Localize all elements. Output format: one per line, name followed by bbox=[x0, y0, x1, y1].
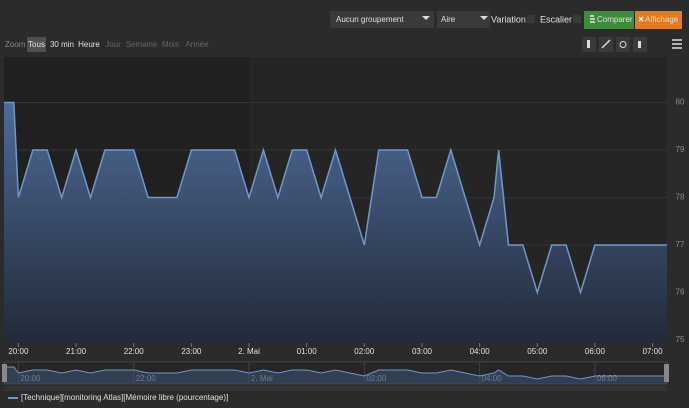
x-tick-label: 02:00 bbox=[354, 347, 375, 356]
area-fill bbox=[4, 102, 667, 343]
variation-label: Variation bbox=[491, 14, 526, 24]
y-tick-label: 75 bbox=[676, 335, 685, 344]
tool-button[interactable] bbox=[616, 37, 630, 52]
x-tick-label: 2. Mai bbox=[238, 347, 260, 356]
series-line bbox=[4, 101, 667, 296]
x-tick-label: 03:00 bbox=[412, 347, 433, 356]
y-tick-label: 79 bbox=[676, 145, 685, 154]
grouping-select[interactable] bbox=[330, 11, 434, 28]
variation-checkbox[interactable] bbox=[527, 15, 535, 23]
x-tick-label: 01:00 bbox=[297, 347, 318, 356]
dropdown-arrow bbox=[422, 16, 430, 20]
y-tick-label: 76 bbox=[676, 288, 685, 297]
toolbar: Aucun groupement Aire Variation Escalier… bbox=[330, 11, 682, 29]
navigator-handle[interactable] bbox=[664, 364, 669, 382]
zoom-label: Zoom bbox=[5, 40, 26, 49]
kind-text: Aire bbox=[441, 15, 456, 24]
tool-icons bbox=[582, 37, 682, 52]
stairs-checkbox[interactable] bbox=[573, 15, 581, 23]
display-text: Affichage bbox=[645, 15, 679, 24]
display-button[interactable] bbox=[635, 11, 682, 29]
zoom-button[interactable]: Jour bbox=[105, 40, 121, 49]
compare-button[interactable] bbox=[584, 11, 634, 29]
navigator-handle[interactable] bbox=[2, 364, 7, 382]
dropdown-arrow bbox=[480, 16, 488, 20]
grouping-text: Aucun groupement bbox=[336, 15, 404, 24]
menu-button[interactable] bbox=[672, 39, 682, 49]
x-tick-label: 22:00 bbox=[124, 347, 145, 356]
x-tick-label: 21:00 bbox=[66, 347, 87, 356]
zoom-button-bg bbox=[27, 37, 46, 52]
stairs-label: Escalier bbox=[540, 14, 572, 24]
icon bbox=[638, 41, 641, 48]
scrollbar[interactable] bbox=[4, 386, 667, 391]
y-tick-label: 77 bbox=[676, 240, 685, 249]
compare-text: Comparer bbox=[597, 15, 633, 24]
y-tick-label: 80 bbox=[676, 98, 685, 107]
zoom-button[interactable]: Heure bbox=[78, 40, 100, 49]
x-tick-label: 20:00 bbox=[8, 347, 29, 356]
zoom-button[interactable]: Tous bbox=[28, 40, 45, 49]
x-tick-label: 23:00 bbox=[181, 347, 202, 356]
navigator-line bbox=[4, 366, 667, 380]
y-tick-label: 78 bbox=[676, 193, 685, 202]
icon bbox=[587, 40, 590, 48]
zoom-button[interactable]: 30 min bbox=[50, 40, 74, 49]
legend-text[interactable]: [Technique][monitoring Atlas][Mémoire li… bbox=[21, 393, 228, 402]
x-tick-label: 05:00 bbox=[527, 347, 548, 356]
display-icon bbox=[638, 16, 644, 22]
icon bbox=[619, 41, 627, 48]
x-tick-label: 04:00 bbox=[470, 347, 491, 356]
zoom-button[interactable]: Mois bbox=[162, 40, 179, 49]
zoom-bar: Zoom Tous 30 min Heure Jour Semaine Mois Année bbox=[5, 37, 209, 52]
compare-icon bbox=[590, 15, 595, 23]
kind-select[interactable] bbox=[437, 11, 490, 28]
zoom-button[interactable]: Semaine bbox=[126, 40, 158, 49]
zoom-button[interactable]: Année bbox=[185, 40, 209, 49]
x-tick-label: 06:00 bbox=[585, 347, 606, 356]
plot: 75 76 77 78 79 80 20:00 21:00 22:00 23:00 2. Mai 01… bbox=[4, 98, 685, 356]
icon bbox=[601, 39, 611, 49]
x-tick-label: 07:00 bbox=[643, 347, 664, 356]
navigator-area bbox=[4, 367, 667, 384]
